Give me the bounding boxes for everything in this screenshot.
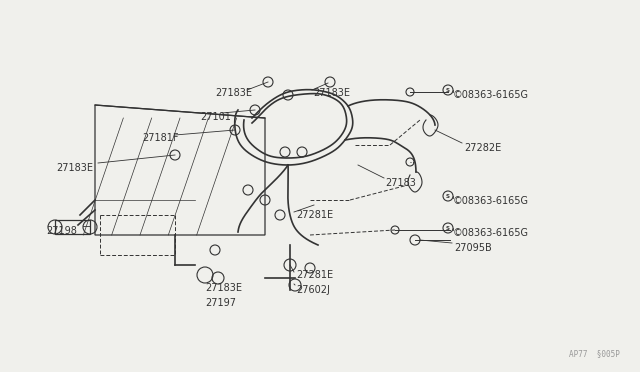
Circle shape — [443, 85, 453, 95]
Text: S: S — [446, 225, 450, 231]
Text: 27602J: 27602J — [296, 285, 330, 295]
Text: 27198: 27198 — [46, 226, 77, 236]
Text: 27181F: 27181F — [142, 133, 179, 143]
Text: 27095B: 27095B — [454, 243, 492, 253]
Text: 27282E: 27282E — [464, 143, 501, 153]
Circle shape — [443, 191, 453, 201]
Text: 27101: 27101 — [200, 112, 231, 122]
Circle shape — [443, 223, 453, 233]
Text: 27183E: 27183E — [215, 88, 252, 98]
Text: S: S — [446, 193, 450, 199]
Text: AP77  §005P: AP77 §005P — [569, 349, 620, 358]
Text: S: S — [446, 87, 450, 93]
Text: ©08363-6165G: ©08363-6165G — [453, 228, 529, 238]
Text: 27183E: 27183E — [313, 88, 350, 98]
Text: 27183E: 27183E — [205, 283, 242, 293]
Bar — [55, 220, 90, 234]
Text: ©08363-6165G: ©08363-6165G — [453, 90, 529, 100]
Text: 27183E: 27183E — [56, 163, 93, 173]
Text: ©08363-6165G: ©08363-6165G — [453, 196, 529, 206]
Text: 27197: 27197 — [205, 298, 236, 308]
Text: 27281E: 27281E — [296, 270, 333, 280]
Text: 27281E: 27281E — [296, 210, 333, 220]
Text: 27183: 27183 — [385, 178, 416, 188]
